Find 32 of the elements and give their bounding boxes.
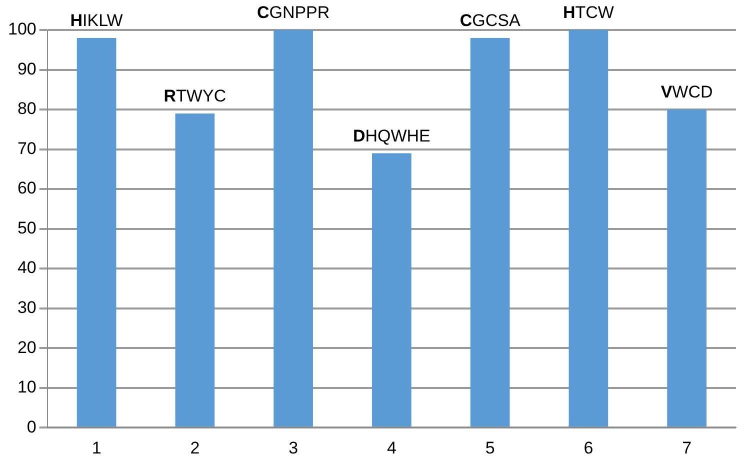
y-tick-label: 0 <box>26 417 36 436</box>
x-tick-label: 2 <box>190 438 200 458</box>
x-tick-label: 5 <box>485 438 495 458</box>
x-tick-label: 4 <box>386 438 396 458</box>
y-tick-label: 90 <box>17 59 36 78</box>
bar <box>175 113 215 427</box>
annotation: CGNPPR <box>256 3 330 22</box>
y-tick-label: 40 <box>17 258 36 278</box>
x-tick-label: 6 <box>584 438 594 458</box>
bar <box>274 30 313 427</box>
y-tick-label: 50 <box>17 218 36 238</box>
bar <box>568 30 608 427</box>
y-tick-label: 20 <box>17 338 36 357</box>
bar <box>76 38 116 427</box>
y-tick-label: 100 <box>8 20 36 39</box>
x-tick-label: 3 <box>288 438 298 458</box>
bar <box>667 110 706 427</box>
annotation: RTWYC <box>164 86 226 106</box>
annotation: CGCSA <box>460 11 521 30</box>
annotation: HTCW <box>562 3 614 22</box>
x-tick-label: 1 <box>92 438 102 458</box>
y-tick-label: 70 <box>17 138 36 158</box>
annotation: DHQWHE <box>352 126 430 146</box>
y-tick-label: 30 <box>17 298 36 318</box>
annotation: VWCD <box>660 82 713 102</box>
y-tick-label: 80 <box>17 99 36 118</box>
x-tick-label: 7 <box>682 438 692 458</box>
bar <box>470 38 510 427</box>
y-tick-label: 60 <box>17 178 36 198</box>
y-tick-label: 10 <box>17 378 36 397</box>
bar <box>372 153 412 427</box>
annotation: HIKLW <box>70 11 123 30</box>
